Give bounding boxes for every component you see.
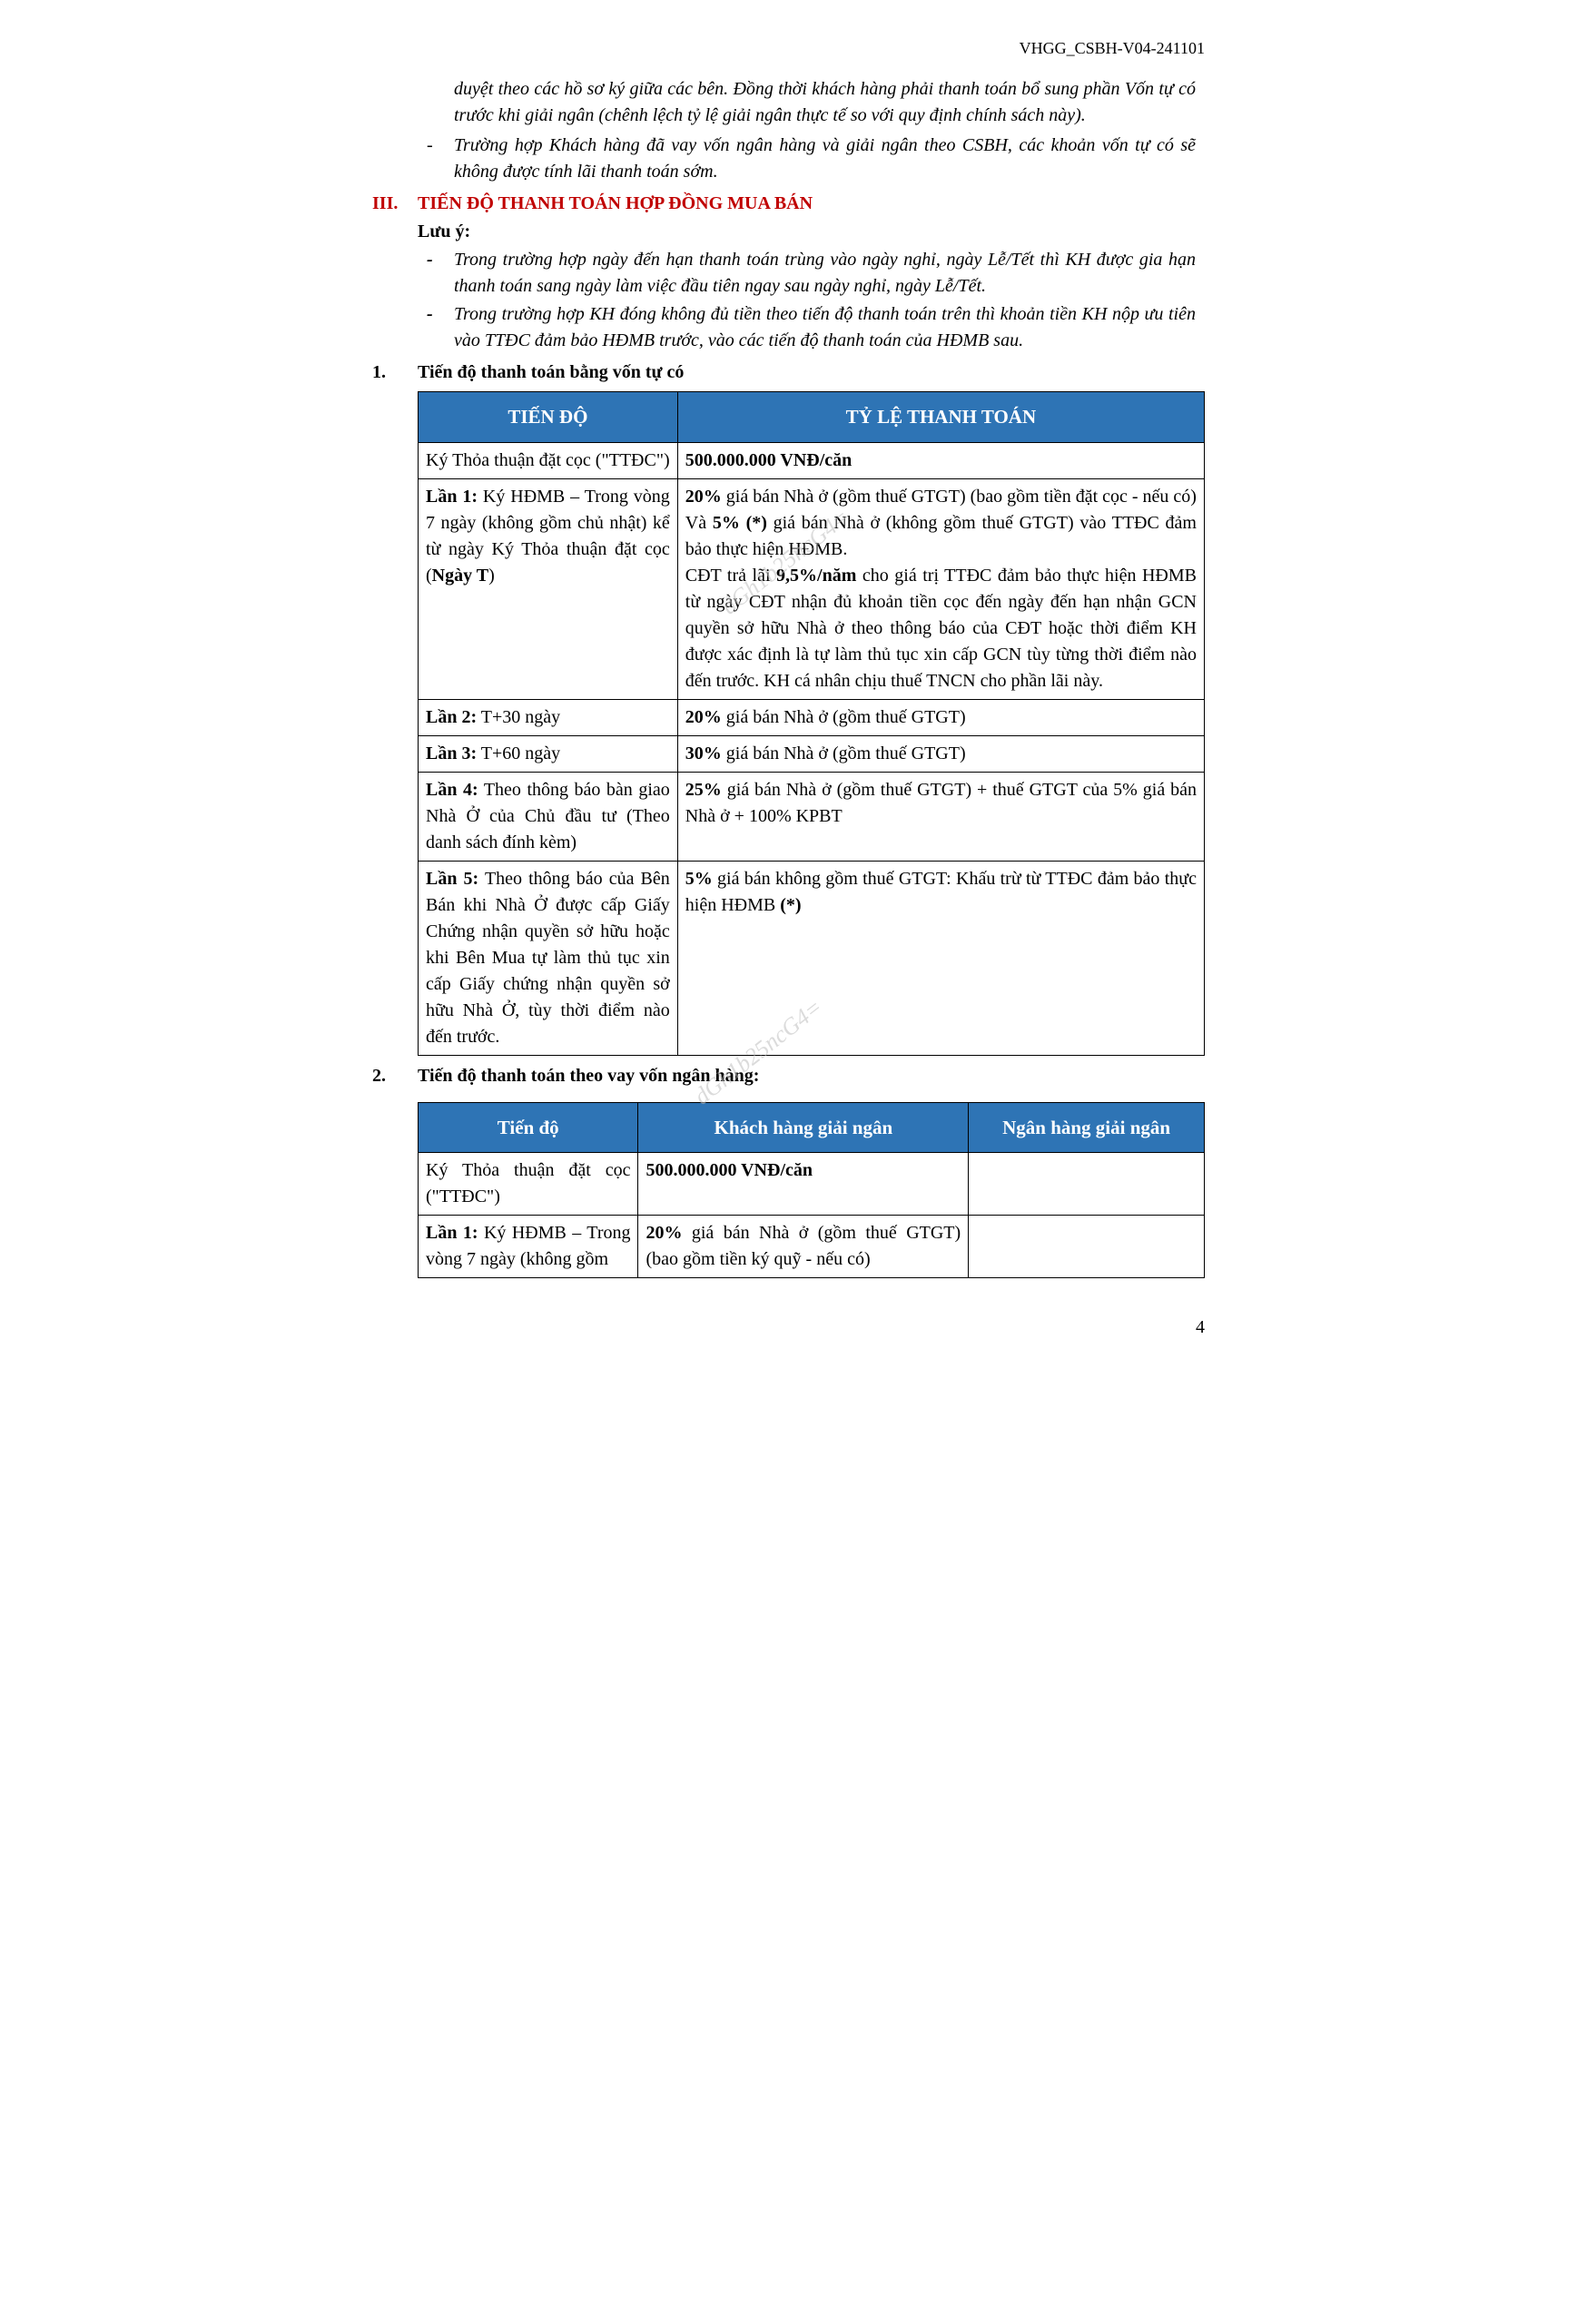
table-row: Lần 1: Ký HĐMB – Trong vòng 7 ngày (khôn… bbox=[419, 478, 1205, 699]
table-row: Lần 4: Theo thông báo bàn giao Nhà Ở của… bbox=[419, 772, 1205, 861]
table-cell-schedule: Ký Thỏa thuận đặt cọc ("TTĐC") bbox=[419, 442, 678, 478]
table-cell-rate: 20% giá bán Nhà ở (gồm thuế GTGT) (bao g… bbox=[677, 478, 1204, 699]
table-cell-customer: 500.000.000 VNĐ/căn bbox=[638, 1152, 969, 1215]
table-cell-schedule: Lần 1: Ký HĐMB – Trong vòng 7 ngày (khôn… bbox=[419, 1215, 638, 1277]
table-cell-rate: 30% giá bán Nhà ở (gồm thuế GTGT) bbox=[677, 735, 1204, 772]
page-number: 4 bbox=[372, 1315, 1205, 1341]
table-cell-customer: 20% giá bán Nhà ở (gồm thuế GTGT) (bao g… bbox=[638, 1215, 969, 1277]
table-cell-rate: 25% giá bán Nhà ở (gồm thuế GTGT) + thuế… bbox=[677, 772, 1204, 861]
table-header-col1: Tiến độ bbox=[419, 1102, 638, 1152]
table-cell-rate: 500.000.000 VNĐ/căn bbox=[677, 442, 1204, 478]
note-text: Trong trường hợp ngày đến hạn thanh toán… bbox=[454, 247, 1205, 300]
bullet-text: Trường hợp Khách hàng đã vay vốn ngân hà… bbox=[454, 133, 1205, 185]
table-cell-rate: 5% giá bán không gồm thuế GTGT: Khấu trừ… bbox=[677, 861, 1204, 1055]
table-row: Ký Thỏa thuận đặt cọc ("TTĐC")500.000.00… bbox=[419, 442, 1205, 478]
subsection-number: 2. bbox=[372, 1063, 418, 1089]
subsection-title: Tiến độ thanh toán bằng vốn tự có bbox=[418, 359, 684, 386]
doc-code: VHGG_CSBH-V04-241101 bbox=[372, 36, 1205, 60]
table-cell-schedule: Ký Thỏa thuận đặt cọc ("TTĐC") bbox=[419, 1152, 638, 1215]
intro-paragraph: duyệt theo các hồ sơ ký giữa các bên. Đồ… bbox=[454, 76, 1196, 129]
subsection-number: 1. bbox=[372, 359, 418, 386]
table-row: Ký Thỏa thuận đặt cọc ("TTĐC")500.000.00… bbox=[419, 1152, 1205, 1215]
note-dash: - bbox=[427, 247, 454, 300]
section-note-1: - Trong trường hợp ngày đến hạn thanh to… bbox=[427, 247, 1205, 300]
table-header-col1: TIẾN ĐỘ bbox=[419, 392, 678, 442]
subsection-title: Tiến độ thanh toán theo vay vốn ngân hàn… bbox=[418, 1063, 759, 1089]
table-cell-rate: 20% giá bán Nhà ở (gồm thuế GTGT) bbox=[677, 699, 1204, 735]
note-dash: - bbox=[427, 301, 454, 354]
section-note-2: - Trong trường hợp KH đóng không đủ tiền… bbox=[427, 301, 1205, 354]
table-cell-schedule: Lần 3: T+60 ngày bbox=[419, 735, 678, 772]
section-number: III. bbox=[372, 191, 418, 217]
note-heading: Lưu ý: bbox=[418, 219, 1205, 245]
table-row: Lần 3: T+60 ngày30% giá bán Nhà ở (gồm t… bbox=[419, 735, 1205, 772]
note-text: Trong trường hợp KH đóng không đủ tiền t… bbox=[454, 301, 1205, 354]
table-cell-schedule: Lần 2: T+30 ngày bbox=[419, 699, 678, 735]
intro-bullet-1: - Trường hợp Khách hàng đã vay vốn ngân … bbox=[427, 133, 1205, 185]
payment-table-2: Tiến độ Khách hàng giải ngân Ngân hàng g… bbox=[418, 1102, 1205, 1278]
table-row: Lần 2: T+30 ngày20% giá bán Nhà ở (gồm t… bbox=[419, 699, 1205, 735]
table-header-col2: Khách hàng giải ngân bbox=[638, 1102, 969, 1152]
table-cell-schedule: Lần 5: Theo thông báo của Bên Bán khi Nh… bbox=[419, 861, 678, 1055]
table-row: Lần 5: Theo thông báo của Bên Bán khi Nh… bbox=[419, 861, 1205, 1055]
payment-table-1: TIẾN ĐỘ TỶ LỆ THANH TOÁN Ký Thỏa thuận đ… bbox=[418, 391, 1205, 1055]
section-title: TIẾN ĐỘ THANH TOÁN HỢP ĐỒNG MUA BÁN bbox=[418, 191, 813, 217]
table-cell-bank bbox=[969, 1215, 1205, 1277]
subsection-1-heading: 1. Tiến độ thanh toán bằng vốn tự có bbox=[372, 359, 1205, 386]
subsection-2-heading: 2. Tiến độ thanh toán theo vay vốn ngân … bbox=[372, 1063, 1205, 1089]
table-cell-bank bbox=[969, 1152, 1205, 1215]
table-row: Lần 1: Ký HĐMB – Trong vòng 7 ngày (khôn… bbox=[419, 1215, 1205, 1277]
table-cell-schedule: Lần 1: Ký HĐMB – Trong vòng 7 ngày (khôn… bbox=[419, 478, 678, 699]
table-header-col2: TỶ LỆ THANH TOÁN bbox=[677, 392, 1204, 442]
table-cell-schedule: Lần 4: Theo thông báo bàn giao Nhà Ở của… bbox=[419, 772, 678, 861]
section-3-heading: III. TIẾN ĐỘ THANH TOÁN HỢP ĐỒNG MUA BÁN bbox=[372, 191, 1205, 217]
table-header-col3: Ngân hàng giải ngân bbox=[969, 1102, 1205, 1152]
bullet-dash: - bbox=[427, 133, 454, 185]
